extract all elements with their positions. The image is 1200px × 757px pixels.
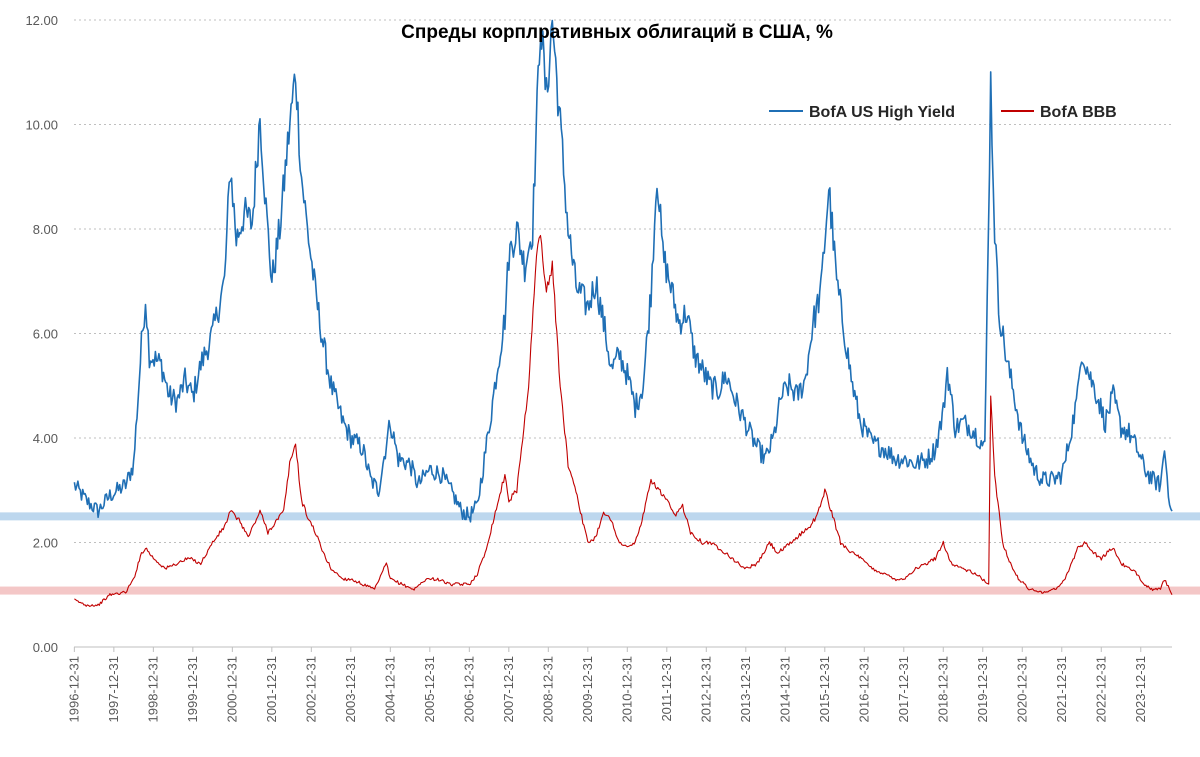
bbb-current-level-band xyxy=(0,586,1200,595)
legend: BofA US High Yield BofA BBB xyxy=(769,104,1117,121)
x-tick-label: 2017-12-31 xyxy=(896,656,911,723)
x-tick-label: 2005-12-31 xyxy=(422,656,437,723)
x-tick-label: 1997-12-31 xyxy=(106,656,121,723)
y-tick-label: 2.00 xyxy=(33,536,58,551)
x-tick-label: 1998-12-31 xyxy=(145,656,160,723)
x-tick-label: 2011-12-31 xyxy=(659,656,674,722)
y-tick-label: 10.00 xyxy=(25,118,58,133)
x-tick-label: 2021-12-31 xyxy=(1054,656,1069,723)
x-tick-label: 2004-12-31 xyxy=(382,656,397,723)
x-tick-label: 2016-12-31 xyxy=(856,656,871,723)
x-tick-label: 2006-12-31 xyxy=(461,656,476,723)
legend-label-bbb: BofA BBB xyxy=(1040,104,1117,121)
x-tick-label: 2002-12-31 xyxy=(303,656,318,723)
x-tick-label: 2022-12-31 xyxy=(1093,656,1108,723)
y-axis-ticks: 0.00 2.00 4.00 6.00 8.00 10.00 12.00 xyxy=(25,13,58,655)
x-tick-label: 1996-12-31 xyxy=(66,656,81,723)
x-tick-label: 2023-12-31 xyxy=(1133,656,1148,723)
x-tick-label: 2014-12-31 xyxy=(777,656,792,723)
series-line-bbb xyxy=(74,234,1173,607)
x-tick-label: 2015-12-31 xyxy=(817,656,832,723)
chart-title: Спреды корплративных облигаций в США, % xyxy=(401,22,833,43)
legend-label-high-yield: BofA US High Yield xyxy=(809,104,955,121)
reference-bands xyxy=(0,512,1200,595)
x-tick-label: 2013-12-31 xyxy=(738,656,753,723)
x-tick-label: 2001-12-31 xyxy=(264,656,279,723)
high-yield-current-level-band xyxy=(0,512,1200,521)
x-tick-label: 2000-12-31 xyxy=(224,656,239,723)
x-tick-label: 2008-12-31 xyxy=(540,656,555,723)
x-tick-label: 2010-12-31 xyxy=(619,656,634,723)
x-tick-label: 2018-12-31 xyxy=(935,656,950,723)
x-tick-label: 2020-12-31 xyxy=(1014,656,1029,723)
x-tick-label: 2019-12-31 xyxy=(975,656,990,723)
y-tick-label: 6.00 xyxy=(33,327,58,342)
x-tick-label: 2009-12-31 xyxy=(580,656,595,723)
y-gridlines xyxy=(74,19,1172,543)
y-tick-label: 0.00 xyxy=(33,640,58,655)
x-axis-ticks: 1996-12-31 1997-12-31 1998-12-31 1999-12-31… xyxy=(66,647,1148,723)
x-tick-label: 1999-12-31 xyxy=(185,656,200,723)
x-tick-label: 2007-12-31 xyxy=(501,656,516,723)
y-tick-label: 4.00 xyxy=(33,431,58,446)
x-tick-label: 2003-12-31 xyxy=(343,656,358,723)
y-tick-label: 8.00 xyxy=(33,222,58,237)
series-lines xyxy=(73,19,1173,607)
y-tick-label: 12.00 xyxy=(25,13,58,28)
series-line-high-yield xyxy=(73,19,1173,523)
x-tick-label: 2012-12-31 xyxy=(698,656,713,723)
